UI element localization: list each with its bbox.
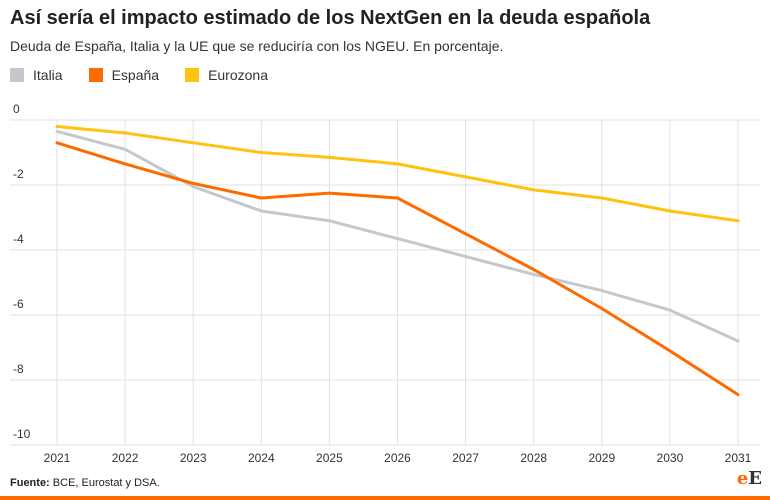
x-tick-label: 2029 [588,451,615,465]
legend-label-espana: España [111,67,160,83]
x-tick-label: 2023 [180,451,207,465]
x-tick-label: 2027 [452,451,479,465]
x-tick-label: 2025 [316,451,343,465]
x-tick-label: 2021 [44,451,71,465]
x-tick-label: 2031 [725,451,752,465]
legend-swatch-espana [88,68,103,82]
legend: Italia España Eurozona [10,66,294,84]
bottom-accent-bar [0,496,770,500]
y-tick-label: -4 [13,232,24,246]
x-tick-label: 2022 [112,451,139,465]
y-tick-label: 0 [13,102,20,116]
y-tick-label: -8 [13,362,24,376]
series-line-espana [55,141,740,397]
x-tick-label: 2026 [384,451,411,465]
source-note: Fuente: BCE, Eurostat y DSA. [10,477,160,489]
y-tick-label: -10 [13,427,31,441]
x-tick-label: 2028 [520,451,547,465]
legend-label-italia: Italia [33,67,63,83]
legend-item-italia: Italia [10,67,63,83]
chart-subtitle: Deuda de España, Italia y la UE que se r… [10,38,504,54]
source-text: BCE, Eurostat y DSA. [52,477,160,489]
legend-swatch-eurozona [185,68,200,82]
legend-item-espana: España [88,67,160,83]
legend-label-eurozona: Eurozona [208,67,268,83]
x-tick-label: 2030 [657,451,684,465]
series-line-eurozona [55,125,740,223]
brand-logo: eE [736,468,762,489]
x-tick-label: 2024 [248,451,275,465]
legend-swatch-italia [10,68,24,82]
legend-item-eurozona: Eurozona [185,67,268,83]
line-chart: 0 -2 -4 -6 -8 -10 2021 2022 2023 2024 2025 2026 2027… [10,102,760,465]
series-line-italia [55,129,740,343]
y-tick-label: -2 [13,167,24,181]
source-label: Fuente: [10,477,50,489]
y-tick-label: -6 [13,297,24,311]
chart-title: Así sería el impacto estimado de los Nex… [10,7,651,29]
